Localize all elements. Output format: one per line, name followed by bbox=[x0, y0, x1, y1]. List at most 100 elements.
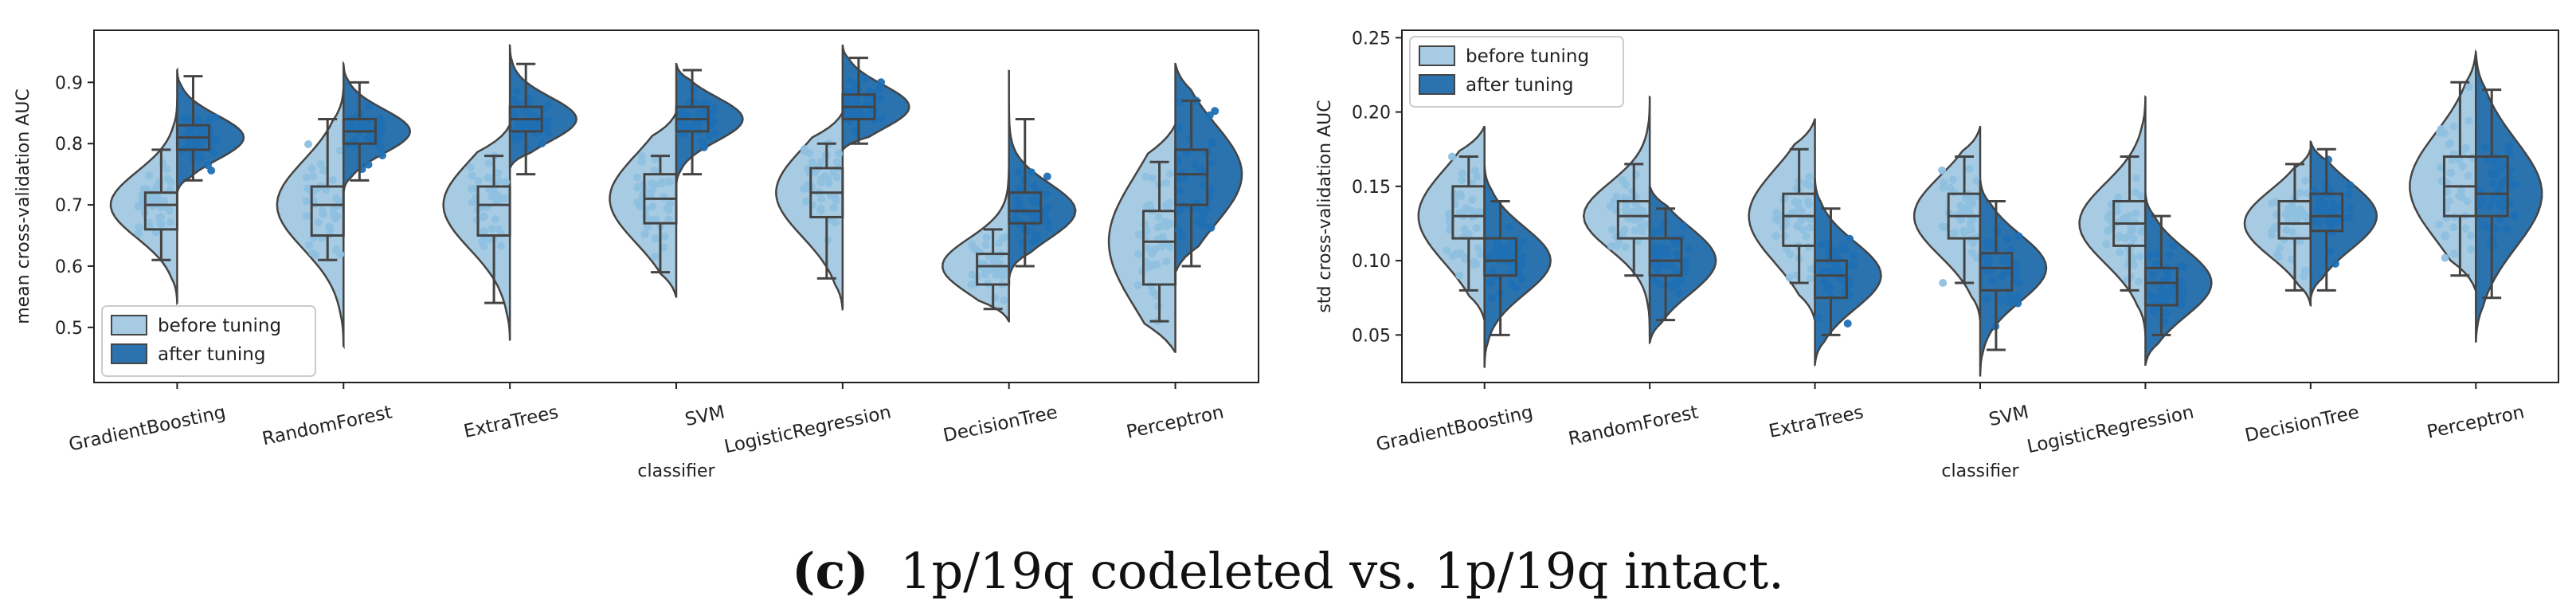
data-point bbox=[2489, 194, 2498, 203]
data-point bbox=[1043, 172, 1051, 181]
data-point bbox=[319, 210, 327, 218]
data-point bbox=[2179, 287, 2187, 296]
data-point bbox=[831, 218, 840, 227]
data-point bbox=[510, 95, 519, 104]
data-point bbox=[995, 239, 1004, 248]
data-point bbox=[1771, 232, 1780, 241]
data-point bbox=[1956, 202, 1965, 210]
data-point bbox=[204, 161, 212, 170]
data-point bbox=[1950, 188, 1959, 197]
data-point bbox=[2132, 209, 2140, 218]
data-point bbox=[2458, 162, 2467, 171]
data-point bbox=[657, 179, 666, 187]
data-point bbox=[1983, 241, 1991, 250]
data-point bbox=[2345, 213, 2354, 222]
data-point bbox=[1939, 279, 1948, 287]
data-point bbox=[157, 220, 166, 229]
data-point bbox=[2303, 189, 2312, 198]
data-point bbox=[1803, 197, 1812, 206]
data-point bbox=[2280, 235, 2288, 244]
data-point bbox=[2154, 249, 2162, 258]
data-point bbox=[648, 179, 656, 187]
data-point bbox=[860, 74, 869, 83]
data-point bbox=[322, 186, 331, 194]
data-point bbox=[2346, 181, 2355, 190]
data-point bbox=[2476, 186, 2484, 194]
data-point bbox=[2488, 168, 2496, 177]
data-point bbox=[2488, 179, 2497, 187]
data-point bbox=[2445, 139, 2453, 148]
x-tick-label: DecisionTree bbox=[2243, 402, 2361, 446]
data-point bbox=[1681, 262, 1690, 270]
data-point bbox=[1846, 234, 1854, 243]
data-point bbox=[1208, 159, 1216, 167]
data-point bbox=[1679, 222, 1688, 230]
y-tick-label: 0.25 bbox=[1352, 29, 1391, 49]
data-point bbox=[1458, 176, 1466, 185]
data-point bbox=[1000, 296, 1008, 304]
data-point bbox=[364, 160, 373, 169]
data-point bbox=[2329, 200, 2338, 208]
data-point bbox=[2276, 243, 2284, 252]
data-point bbox=[2002, 234, 2011, 243]
data-point bbox=[484, 159, 493, 167]
data-point bbox=[2326, 247, 2335, 256]
data-point bbox=[364, 102, 373, 110]
x-tick-label: SVM bbox=[683, 402, 726, 430]
data-point bbox=[332, 194, 341, 202]
data-point bbox=[651, 252, 660, 261]
data-point bbox=[698, 137, 707, 146]
data-point bbox=[2505, 142, 2514, 151]
data-point bbox=[2273, 249, 2282, 258]
data-point bbox=[1016, 205, 1024, 214]
data-point bbox=[1609, 197, 1618, 206]
data-point bbox=[1512, 283, 1521, 292]
data-point bbox=[1657, 242, 1666, 251]
data-point bbox=[2162, 308, 2171, 317]
data-point bbox=[1631, 226, 1639, 235]
data-point bbox=[180, 113, 189, 122]
data-point bbox=[1473, 173, 1482, 182]
data-point bbox=[1620, 225, 1629, 233]
data-point bbox=[2464, 116, 2473, 125]
data-point bbox=[376, 143, 385, 152]
data-point bbox=[1850, 252, 1858, 261]
data-point bbox=[502, 178, 511, 186]
data-point bbox=[2461, 143, 2470, 152]
data-point bbox=[2481, 143, 2490, 151]
data-point bbox=[1674, 280, 1682, 288]
data-point bbox=[2165, 251, 2174, 260]
data-point bbox=[695, 118, 703, 127]
data-point bbox=[519, 120, 527, 128]
x-tick-label: Perceptron bbox=[2425, 402, 2527, 442]
data-point bbox=[1032, 198, 1040, 206]
data-point bbox=[166, 178, 175, 186]
data-point bbox=[1997, 295, 2006, 304]
data-point bbox=[1486, 277, 1495, 286]
y-tick-label: 0.6 bbox=[55, 257, 83, 277]
data-point bbox=[640, 230, 649, 238]
y-tick-label: 0.20 bbox=[1352, 104, 1391, 124]
data-point bbox=[134, 229, 143, 237]
data-point bbox=[468, 171, 476, 180]
data-point bbox=[845, 77, 854, 85]
data-point bbox=[1474, 244, 1482, 253]
data-point bbox=[1999, 273, 2007, 281]
data-point bbox=[802, 197, 811, 206]
data-point bbox=[1141, 173, 1150, 181]
data-point bbox=[307, 164, 316, 173]
x-tick-label: ExtraTrees bbox=[462, 402, 560, 442]
data-point bbox=[480, 212, 488, 221]
data-point bbox=[1818, 266, 1827, 275]
data-point bbox=[328, 175, 337, 184]
data-point bbox=[1194, 217, 1203, 226]
data-point bbox=[544, 128, 553, 137]
data-point bbox=[1793, 222, 1802, 230]
data-point bbox=[495, 177, 503, 185]
data-point bbox=[875, 85, 883, 94]
data-point bbox=[1148, 174, 1157, 182]
data-point bbox=[651, 155, 660, 163]
data-point bbox=[706, 131, 714, 139]
data-point bbox=[2273, 223, 2282, 232]
data-point bbox=[660, 243, 668, 252]
